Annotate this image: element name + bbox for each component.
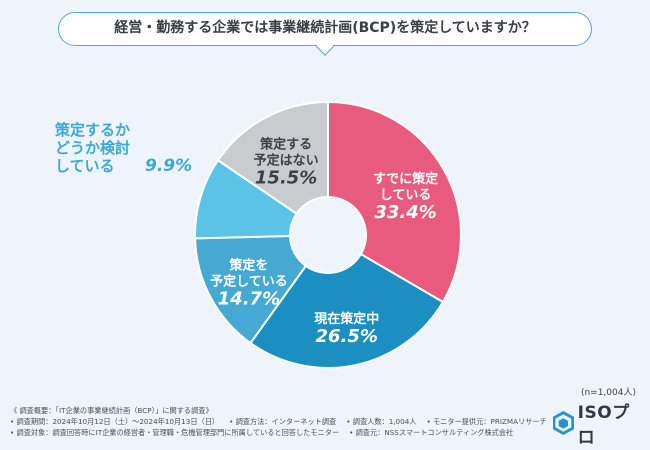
title-banner: 経営・勤務する企業では事業継続計画(BCP)を策定していますか？ bbox=[58, 12, 592, 46]
footer-heading: 《 調査概要：「IT企業の事業継続計画（BCP）」に関する調査》 bbox=[10, 406, 213, 415]
survey-footer: 《 調査概要：「IT企業の事業継続計画（BCP）」に関する調査》 • 調査期間：… bbox=[10, 405, 550, 438]
pie-slice-0 bbox=[327, 100, 462, 304]
footer-row-2: • 調査期間：2024年10月12日（土）〜2024年10月13日（日） • 調査… bbox=[10, 416, 550, 427]
pie-slice-1 bbox=[249, 252, 445, 369]
slice-label-line: どうか検討 bbox=[55, 139, 130, 157]
slice-label-line: 現在策定中 bbox=[314, 311, 379, 327]
slice-label-line: している bbox=[55, 157, 115, 175]
slice-value-0: 33.4% bbox=[374, 202, 436, 223]
slice-value-1: 26.5% bbox=[315, 326, 377, 347]
slice-label-line: している bbox=[380, 188, 432, 203]
logo-text: ISOプロ bbox=[577, 403, 630, 448]
slice-value-4: 15.5% bbox=[255, 168, 317, 189]
slice-value-2: 14.7% bbox=[218, 289, 280, 310]
footer-period: • 調査期間：2024年10月12日（土）〜2024年10月13日（日） bbox=[10, 417, 220, 426]
slice-label-line: 策定するか bbox=[54, 121, 130, 139]
slice-label-line: 策定する bbox=[260, 136, 312, 152]
brand-logo: ISOプロ bbox=[553, 403, 643, 448]
footer-sponsor: • 調査元：NSSスマートコンサルティング株式会社 bbox=[349, 428, 514, 437]
footer-provider: • モニター提供元：PRIZMAリサーチ bbox=[426, 417, 547, 426]
slice-label-line: 予定している bbox=[210, 273, 288, 289]
footer-count: • 調査人数：1,004人 bbox=[346, 417, 417, 426]
hexagon-logo-icon bbox=[553, 411, 574, 435]
slice-label-line: 予定はない bbox=[254, 152, 319, 168]
footer-row-3: • 調査対象：調査回答時にIT企業の経営者・管理職・危機管理部門に所属していると… bbox=[10, 427, 550, 438]
pie-slice-2 bbox=[194, 234, 308, 345]
sample-size-label: (n=1,004人) bbox=[580, 388, 636, 398]
footer-method: • 調査方法：インターネット調査 bbox=[229, 417, 337, 426]
slice-value-3: 9.9% bbox=[145, 156, 192, 176]
slice-label-line: 策定を bbox=[229, 257, 268, 273]
footer-target: • 調査対象：調査回答時にIT企業の経営者・管理職・危機管理部門に所属していると… bbox=[10, 428, 340, 437]
chart-title: 経営・勤務する企業では事業継続計画(BCP)を策定していますか？ bbox=[114, 20, 536, 36]
pie-slice-4 bbox=[216, 100, 329, 216]
slice-label-line: すでに策定 bbox=[373, 171, 438, 187]
